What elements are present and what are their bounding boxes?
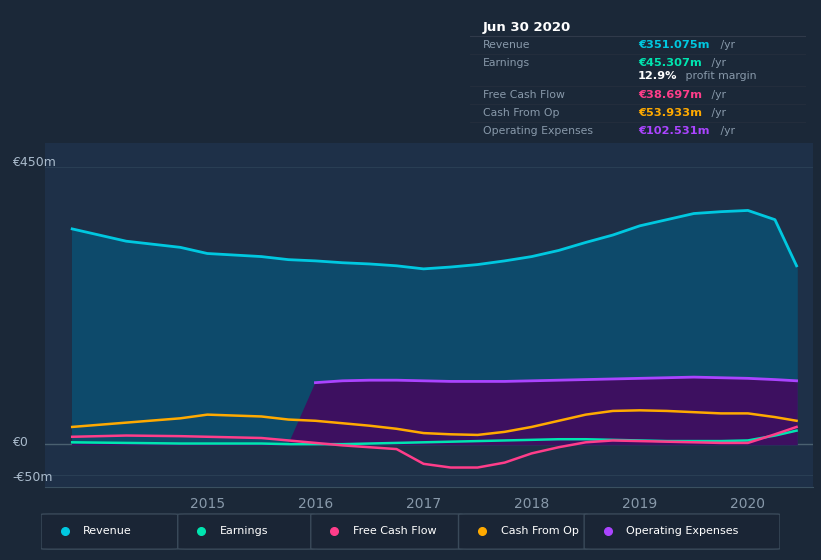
FancyBboxPatch shape (178, 514, 314, 549)
Text: profit margin: profit margin (681, 72, 756, 81)
Text: Cash From Op: Cash From Op (501, 526, 579, 535)
Text: /yr: /yr (708, 90, 726, 100)
Text: /yr: /yr (708, 58, 726, 68)
FancyBboxPatch shape (41, 514, 178, 549)
Text: €102.531m: €102.531m (638, 125, 709, 136)
Text: Revenue: Revenue (483, 40, 530, 49)
Text: Operating Expenses: Operating Expenses (483, 125, 593, 136)
Text: /yr: /yr (717, 40, 735, 49)
Text: -€50m: -€50m (12, 470, 53, 484)
FancyBboxPatch shape (458, 514, 588, 549)
Text: €351.075m: €351.075m (638, 40, 709, 49)
Text: Earnings: Earnings (220, 526, 268, 535)
Text: /yr: /yr (708, 108, 726, 118)
Text: /yr: /yr (717, 125, 735, 136)
Text: €450m: €450m (12, 156, 56, 169)
Text: 12.9%: 12.9% (638, 72, 677, 81)
Text: Earnings: Earnings (483, 58, 530, 68)
Text: Operating Expenses: Operating Expenses (626, 526, 739, 535)
Text: Free Cash Flow: Free Cash Flow (353, 526, 437, 535)
Text: €45.307m: €45.307m (638, 58, 702, 68)
FancyBboxPatch shape (585, 514, 780, 549)
Text: €0: €0 (12, 436, 28, 449)
Text: Cash From Op: Cash From Op (483, 108, 560, 118)
Text: Jun 30 2020: Jun 30 2020 (483, 21, 571, 34)
FancyBboxPatch shape (310, 514, 462, 549)
Text: Free Cash Flow: Free Cash Flow (483, 90, 565, 100)
Text: €38.697m: €38.697m (638, 90, 702, 100)
Text: €53.933m: €53.933m (638, 108, 702, 118)
Text: Revenue: Revenue (83, 526, 132, 535)
